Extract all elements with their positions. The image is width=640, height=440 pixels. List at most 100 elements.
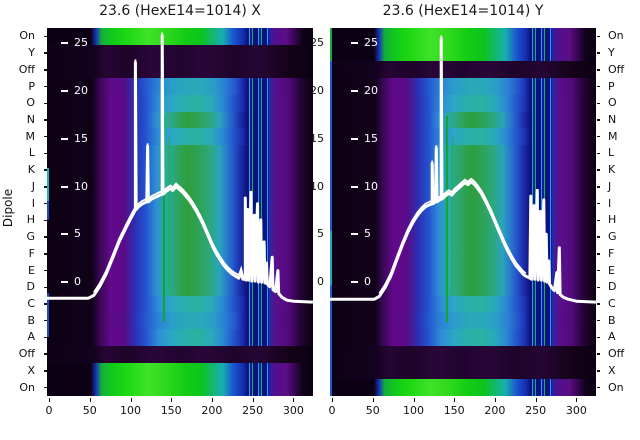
- heatmap-row-o-4: [47, 94, 313, 112]
- heatmap-row-x-20: [330, 362, 596, 380]
- x-tick-mark-100: [130, 398, 132, 402]
- gap-y-tick-15: 15: [310, 131, 324, 145]
- y-tick-dash: [61, 185, 68, 188]
- left-row-labels: On Y Off P O N M L K J I H G F E D C B A Off X On: [0, 28, 47, 396]
- x-tick-mark-150: [171, 398, 173, 402]
- row-label-o-4: O: [26, 96, 35, 110]
- row-label-a-18: A: [608, 330, 616, 344]
- row-label-h-11: H: [608, 213, 617, 227]
- row-label-h-11: H: [26, 213, 35, 227]
- heatmap-row-off-2: [47, 61, 313, 79]
- y-tick-dash: [351, 185, 358, 188]
- row-tick: [44, 186, 47, 188]
- row-label-i-10: I: [31, 196, 35, 210]
- row-tick: [597, 370, 600, 372]
- row-tick: [597, 286, 600, 289]
- heatmap-row-o-4: [330, 94, 596, 112]
- heatmap-row-on-0: [47, 28, 313, 45]
- gap-y-tick-5: 5: [317, 227, 324, 241]
- row-label-l-7: L: [608, 146, 615, 160]
- row-tick: [597, 52, 600, 54]
- heatmap-row-a-18: [47, 329, 313, 346]
- row-label-a-18: A: [27, 330, 35, 344]
- row-tick: [597, 303, 600, 305]
- y-tick-internal-10: 10: [351, 180, 378, 194]
- y-tick-dash: [61, 42, 68, 45]
- heatmap-row-x-20: [47, 362, 313, 380]
- heatmap-row-k-8: [330, 161, 596, 179]
- y-tick-value: 5: [364, 227, 371, 241]
- heatmap-row-l-7: [330, 145, 596, 162]
- row-tick: [44, 303, 47, 305]
- row-label-g-12: G: [26, 230, 35, 244]
- row-label-on-0: On: [19, 29, 35, 43]
- row-tick: [597, 386, 600, 389]
- x-axis-left: 0 50 100 150 200 250 300: [46, 396, 313, 428]
- y-tick-dash: [61, 90, 68, 93]
- y-tick-internal-0: 0: [61, 275, 81, 289]
- y-tick-value: 20: [74, 84, 88, 98]
- row-tick: [44, 319, 47, 322]
- signal-curve-main: [47, 34, 313, 304]
- heatmap-row-p-3: [47, 78, 313, 95]
- row-label-x-20: X: [608, 363, 616, 377]
- y-tick-value: 0: [364, 275, 371, 289]
- stripe-cluster-2: [530, 379, 553, 396]
- row-tick: [597, 319, 600, 322]
- row-label-on-21: On: [608, 380, 624, 394]
- row-tick: [44, 202, 47, 205]
- row-label-d-15: D: [608, 280, 617, 294]
- heatmap-row-on-21: [330, 379, 596, 397]
- row-label-off-19: Off: [18, 347, 35, 361]
- x-tick-label-100: 100: [403, 404, 424, 417]
- green-vline-0: [163, 116, 166, 323]
- x-tick-mark-50: [372, 398, 374, 402]
- row-tick: [597, 85, 600, 88]
- row-label-l-7: L: [28, 146, 35, 160]
- row-tick: [597, 169, 600, 171]
- y-tick-dash: [351, 42, 358, 45]
- row-tick: [44, 370, 47, 372]
- y-tick-internal-20: 20: [61, 84, 88, 98]
- x-tick-mark-0: [332, 398, 333, 402]
- gap-y-tick-25: 25: [310, 36, 324, 50]
- y-tick-internal-15: 15: [351, 132, 378, 146]
- row-tick: [44, 219, 47, 222]
- row-tick: [44, 119, 47, 121]
- row-label-off-19: Off: [608, 347, 625, 361]
- row-tick: [44, 253, 47, 255]
- row-tick: [44, 69, 47, 71]
- row-tick: [597, 135, 600, 138]
- row-tick: [44, 52, 47, 54]
- row-label-o-4: O: [608, 96, 617, 110]
- y-tick-dash: [61, 281, 68, 284]
- gap-y-tick-20: 20: [310, 84, 324, 98]
- signal-curve-y: [330, 35, 596, 304]
- heatmap-row-on-21: [47, 379, 313, 397]
- x-tick-mark-50: [89, 398, 91, 402]
- row-label-off-2: Off: [18, 62, 35, 76]
- row-label-k-8: K: [608, 163, 616, 177]
- row-tick: [44, 336, 47, 339]
- x-axis-right: 0 50 100 150 200 250 300: [329, 396, 596, 428]
- heatmap-row-y-1: [330, 44, 596, 62]
- y-tick-value: 20: [364, 84, 378, 98]
- row-label-p-3: P: [608, 79, 615, 93]
- row-tick: [597, 69, 600, 71]
- y-tick-dash: [351, 90, 358, 93]
- heatmap-row-b-17: [47, 312, 313, 330]
- y-tick-value: 25: [364, 36, 378, 50]
- y-tick-dash: [61, 233, 68, 236]
- row-tick: [44, 386, 47, 389]
- y-tick-value: 5: [74, 227, 81, 241]
- y-tick-dash: [351, 281, 358, 284]
- heatmap-row-l-7: [47, 145, 313, 162]
- row-tick: [44, 85, 47, 88]
- heatmap-row-b-17: [330, 312, 596, 330]
- x-tick-mark-200: [211, 398, 213, 402]
- signal-curve-trace2: [378, 35, 527, 294]
- x-tick-mark-100: [413, 398, 415, 402]
- heatmap-row-n-5: [47, 111, 313, 129]
- y-tick-value: 0: [74, 275, 81, 289]
- x-tick-label-250: 250: [242, 404, 264, 417]
